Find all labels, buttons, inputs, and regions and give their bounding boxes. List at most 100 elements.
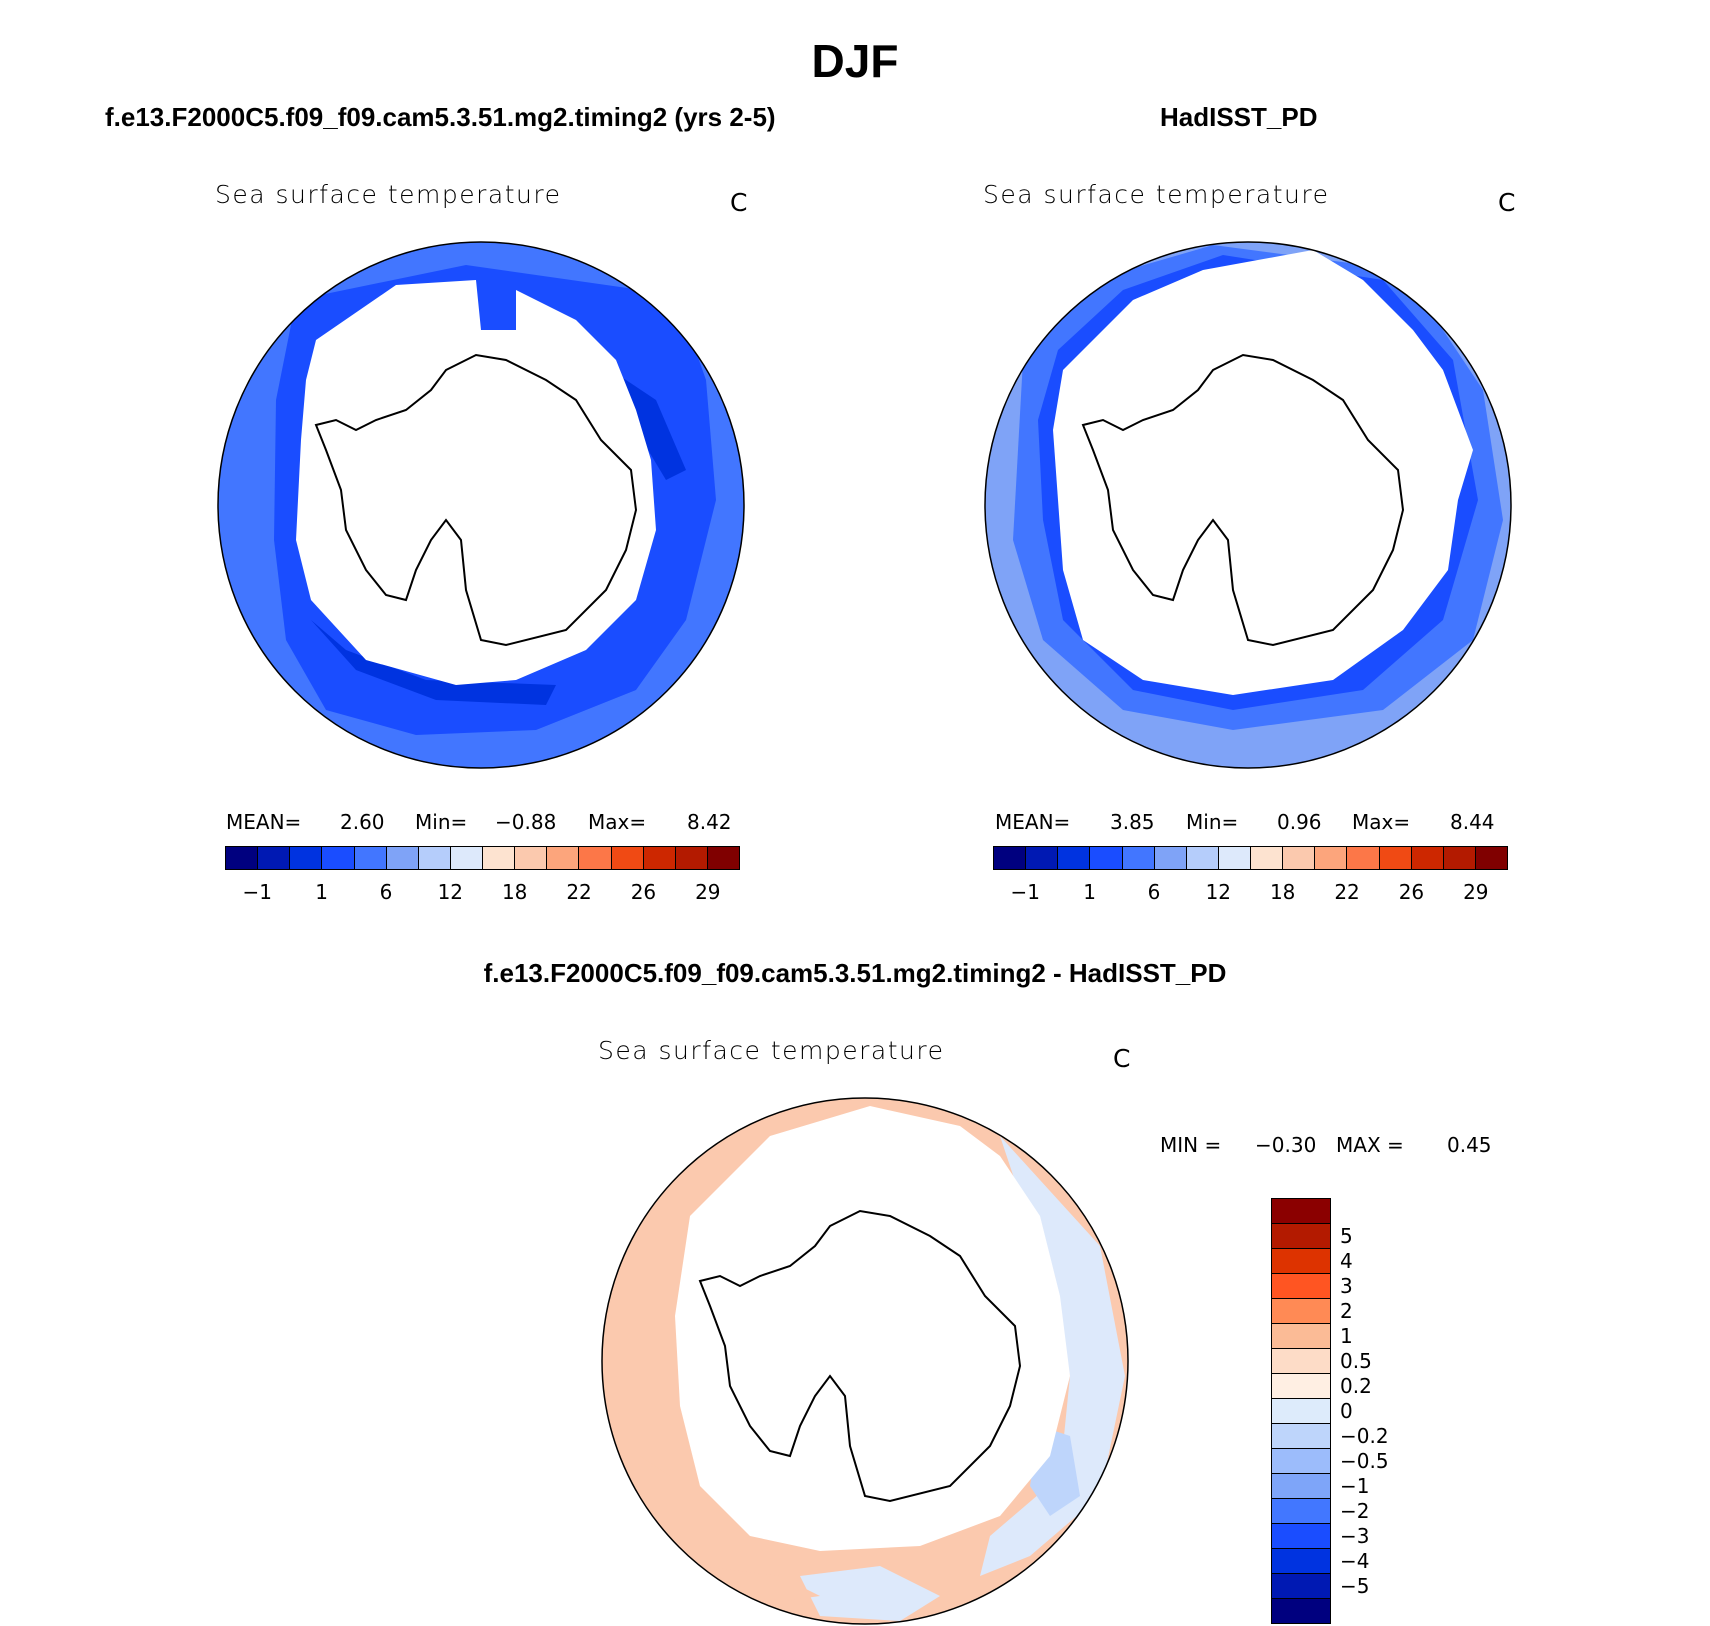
colorbar-swatch: [1443, 847, 1476, 869]
colorbar-tick-label: −4: [1340, 1549, 1370, 1574]
colorbar-swatch: [1272, 1374, 1330, 1399]
colorbar-tick-label: 22: [566, 880, 592, 904]
colorbar-swatch: [1058, 847, 1091, 869]
diff-max-value: 0.45: [1447, 1133, 1492, 1157]
colorbar-swatch: [1272, 1574, 1330, 1599]
colorbar-swatch: [1272, 1249, 1330, 1274]
colorbar-tick-label: 26: [630, 880, 657, 904]
diff-case-title: f.e13.F2000C5.f09_f09.cam5.3.51.mg2.timi…: [483, 958, 1227, 988]
diff-colorbar-ticks: 5 4 3 2 1 0.5 0.2 0 −0.2 −0.5 −1 −2 −3 −4 −5: [1340, 1198, 1440, 1624]
diff-sea-ice-mask: [675, 1106, 1070, 1551]
model-sea-ice-mask: [296, 280, 656, 685]
colorbar-tick-label: −3: [1340, 1524, 1370, 1549]
colorbar-tick-label: 22: [1334, 880, 1360, 904]
obs-colorbar-ticks: −1 1 6 12 18 22 26 29: [993, 880, 1508, 906]
colorbar-swatch: [1272, 1424, 1330, 1449]
colorbar-swatch: [290, 847, 323, 869]
colorbar-swatch: [1272, 1549, 1330, 1574]
colorbar-tick-label: 12: [437, 880, 464, 904]
map-boundary: [984, 241, 1512, 769]
colorbar-swatch: [1251, 847, 1284, 869]
colorbar-tick-label: 1: [1083, 880, 1096, 904]
colorbar-tick-label: 2: [1340, 1298, 1353, 1323]
colorbar-tick-label: 29: [695, 880, 721, 904]
colorbar-swatch: [1315, 847, 1348, 869]
obs-min-value: 0.96: [1277, 810, 1322, 834]
colorbar-swatch: [1411, 847, 1444, 869]
colorbar-swatch: [1272, 1524, 1330, 1549]
colorbar-tick-label: 1: [315, 880, 328, 904]
colorbar-tick-label: −5: [1340, 1574, 1370, 1599]
antarctica-coastline: [1081, 353, 1405, 647]
model-sst-map: [217, 241, 745, 769]
colorbar-tick-label: 1: [1340, 1323, 1353, 1348]
colorbar-tick-label: −0.5: [1340, 1449, 1389, 1474]
obs-variable-label: Sea surface temperature: [983, 180, 1330, 209]
colorbar-swatch: [1475, 847, 1507, 869]
antarctica-coastline: [314, 353, 638, 647]
diff-max-label: MAX =: [1336, 1133, 1404, 1157]
colorbar-tick-label: 18: [1269, 880, 1296, 904]
colorbar-tick-label: −1: [242, 880, 272, 904]
colorbar-tick-label: −1: [1010, 880, 1040, 904]
obs-mean-label: MEAN=: [995, 810, 1071, 834]
colorbar-swatch: [611, 847, 644, 869]
model-variable-label: Sea surface temperature: [215, 180, 562, 209]
colorbar-tick-label: 29: [1463, 880, 1489, 904]
diff-min-label: MIN =: [1160, 1133, 1222, 1157]
colorbar-swatch: [1218, 847, 1251, 869]
colorbar-swatch: [322, 847, 355, 869]
colorbar-swatch: [547, 847, 580, 869]
diff-positive-region: [620, 1216, 680, 1476]
colorbar-tick-label: 3: [1340, 1273, 1353, 1298]
colorbar-swatch: [1272, 1274, 1330, 1299]
colorbar-tick-label: −0.2: [1340, 1424, 1389, 1449]
colorbar-swatch: [1272, 1199, 1330, 1224]
colorbar-swatch: [515, 847, 548, 869]
colorbar-swatch: [483, 847, 516, 869]
colorbar-swatch: [1090, 847, 1123, 869]
colorbar-tick-label: 12: [1205, 880, 1232, 904]
colorbar-tick-label: −1: [1340, 1474, 1370, 1499]
colorbar-swatch: [1379, 847, 1412, 869]
colorbar-swatch: [707, 847, 739, 869]
model-min-label: Min=: [415, 810, 468, 834]
colorbar-swatch: [1272, 1599, 1330, 1623]
model-ice-edge-patch: [311, 620, 556, 705]
colorbar-tick-label: −2: [1340, 1499, 1370, 1524]
obs-colorbar: [993, 846, 1508, 870]
obs-sea-ice-mask: [1053, 250, 1473, 695]
colorbar-swatch: [994, 847, 1027, 869]
colorbar-swatch: [386, 847, 419, 869]
colorbar-swatch: [675, 847, 708, 869]
colorbar-swatch: [1272, 1399, 1330, 1424]
colorbar-tick-label: 5: [1340, 1223, 1353, 1248]
model-max-value: 8.42: [687, 810, 732, 834]
obs-max-label: Max=: [1352, 810, 1411, 834]
colorbar-swatch: [1026, 847, 1059, 869]
model-mean-label: MEAN=: [226, 810, 302, 834]
colorbar-tick-label: 6: [379, 880, 393, 904]
colorbar-swatch: [258, 847, 291, 869]
colorbar-swatch: [226, 847, 259, 869]
diff-min-value: −0.30: [1255, 1133, 1317, 1157]
colorbar-swatch: [1283, 847, 1316, 869]
diff-negative-region: [980, 1136, 1125, 1576]
colorbar-swatch: [1186, 847, 1219, 869]
diff-units-label: C: [1113, 1044, 1131, 1073]
colorbar-tick-label: 0: [1340, 1399, 1353, 1423]
colorbar-swatch: [450, 847, 483, 869]
diff-colorbar: [1271, 1198, 1331, 1624]
model-colorbar-ticks: −1 1 6 12 18 22 26 29: [225, 880, 740, 906]
model-max-label: Max=: [588, 810, 647, 834]
obs-max-value: 8.44: [1450, 810, 1495, 834]
colorbar-swatch: [1272, 1324, 1330, 1349]
colorbar-tick-label: 6: [1147, 880, 1161, 904]
antarctica-coastline: [698, 1209, 1022, 1503]
colorbar-swatch: [643, 847, 676, 869]
colorbar-tick-label: 0.5: [1340, 1348, 1372, 1373]
colorbar-swatch: [1154, 847, 1187, 869]
obs-mean-value: 3.85: [1110, 810, 1155, 834]
colorbar-swatch: [354, 847, 387, 869]
diff-sst-map: [601, 1097, 1129, 1625]
